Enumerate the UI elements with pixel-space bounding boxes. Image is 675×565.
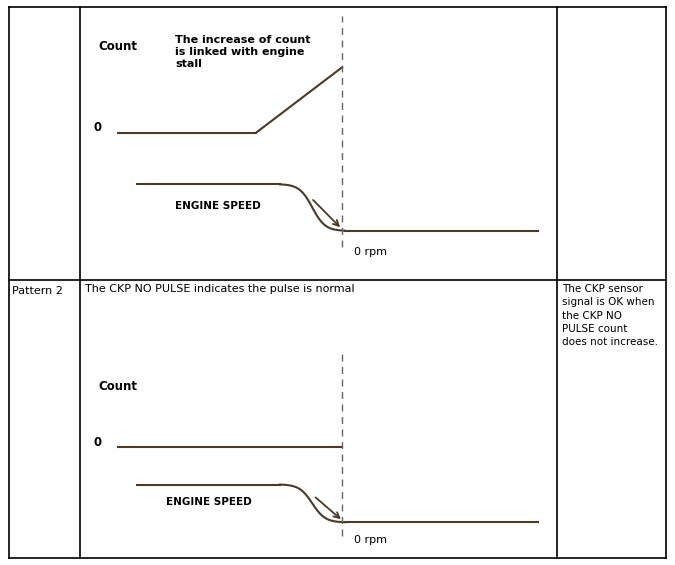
Text: 0 rpm: 0 rpm [354, 247, 387, 258]
Text: The increase of count
is linked with engine
stall: The increase of count is linked with eng… [175, 34, 310, 69]
Text: Count: Count [99, 40, 138, 53]
Text: 0: 0 [94, 436, 102, 449]
Text: The CKP sensor
signal is OK when
the CKP NO
PULSE count
does not increase.: The CKP sensor signal is OK when the CKP… [562, 284, 658, 347]
Text: ENGINE SPEED: ENGINE SPEED [165, 497, 251, 507]
Text: The CKP NO PULSE indicates the pulse is normal: The CKP NO PULSE indicates the pulse is … [85, 284, 354, 294]
Text: 0 rpm: 0 rpm [354, 535, 387, 545]
Text: ENGINE SPEED: ENGINE SPEED [175, 201, 261, 211]
Text: Pattern 2: Pattern 2 [12, 286, 63, 297]
Text: Count: Count [99, 380, 138, 393]
Text: 0: 0 [94, 121, 102, 134]
